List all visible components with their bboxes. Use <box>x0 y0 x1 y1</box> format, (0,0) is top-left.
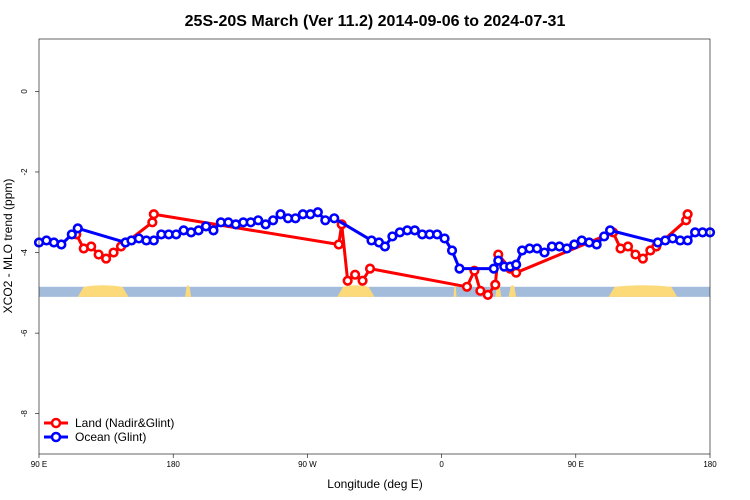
data-point <box>171 229 182 240</box>
data-point <box>312 207 323 218</box>
series-line <box>74 212 690 297</box>
data-point <box>539 247 550 258</box>
land-band-segment <box>608 285 678 297</box>
x-tick-label: 90 E <box>568 460 584 469</box>
data-point <box>320 215 331 226</box>
land-band-segment <box>185 285 192 297</box>
data-point <box>446 245 458 256</box>
data-point <box>599 231 610 242</box>
x-tick-label: 0 <box>439 460 444 469</box>
data-point <box>268 215 279 226</box>
land-band-segment <box>337 285 375 297</box>
data-point <box>482 289 493 300</box>
data-point <box>622 241 634 252</box>
x-tick-label: 90 E <box>31 460 47 469</box>
surface-type-band <box>39 285 710 297</box>
data-point <box>290 213 301 224</box>
data-point <box>561 243 572 254</box>
data-point <box>253 215 264 226</box>
data-point <box>387 231 398 242</box>
legend-label-ocean: Ocean (Glint) <box>75 430 146 444</box>
data-point <box>357 275 368 286</box>
data-point <box>379 241 391 252</box>
y-tick-label: -4 <box>20 248 29 256</box>
land-band-segment <box>453 285 457 297</box>
data-point <box>364 263 376 274</box>
chart-title: 25S-20S March (Ver 11.2) 2014-09-06 to 2… <box>185 13 566 30</box>
data-point <box>630 249 641 260</box>
data-point <box>329 213 340 224</box>
data-point <box>72 223 83 234</box>
legend: Land (Nadir&Glint) Ocean (Glint) <box>44 416 174 444</box>
data-point <box>148 235 159 246</box>
x-tick-label: 90 W <box>298 460 317 469</box>
data-point <box>409 225 420 236</box>
data-point <box>148 209 159 220</box>
data-point <box>490 279 501 290</box>
y-tick-label: -8 <box>20 410 29 418</box>
x-tick-label: 180 <box>167 460 181 469</box>
data-point <box>682 235 693 246</box>
legend-label-land: Land (Nadir&Glint) <box>75 416 174 430</box>
ocean-band <box>39 286 710 297</box>
data-point <box>260 219 271 230</box>
data-point <box>604 225 616 236</box>
data-point <box>569 239 580 250</box>
data-point <box>147 217 158 228</box>
data-point <box>86 241 97 252</box>
legend-marker-ocean <box>50 431 62 443</box>
data-point <box>208 225 219 236</box>
land-band-segment <box>508 285 517 297</box>
series-0 <box>71 209 693 300</box>
data-point <box>200 221 212 232</box>
data-point <box>342 275 353 286</box>
y-axis-label: XCO2 - MLO trend (ppm) <box>1 179 15 314</box>
data-point <box>591 239 602 250</box>
data-point <box>56 239 67 250</box>
series-1 <box>33 207 716 274</box>
land-band-segment <box>77 285 129 297</box>
data-point <box>493 255 504 266</box>
data-point <box>439 233 450 244</box>
data-point <box>333 239 344 250</box>
plot-frame <box>38 38 711 455</box>
data-point <box>108 247 119 258</box>
x-tick-label: 180 <box>703 460 717 469</box>
y-axis: 0 -2 -4 -6 -8 <box>20 89 39 418</box>
data-point <box>637 253 649 264</box>
data-point <box>193 225 204 236</box>
data-point <box>350 269 361 280</box>
y-tick-label: -6 <box>20 329 29 337</box>
x-axis-label: Longitude (deg E) <box>327 477 422 491</box>
data-point <box>93 249 104 260</box>
data-point <box>511 259 522 270</box>
data-point <box>682 209 693 220</box>
y-tick-label: 0 <box>20 89 29 94</box>
data-point <box>66 229 77 240</box>
data-point <box>488 263 499 274</box>
data-point <box>454 263 465 274</box>
series-layer <box>33 207 716 300</box>
data-point <box>461 281 473 292</box>
legend-marker-land <box>50 417 62 429</box>
data-point <box>475 285 486 296</box>
data-point <box>100 253 112 264</box>
data-point <box>531 243 543 254</box>
x-axis: 90 E 180 90 W 0 90 E 180 <box>31 454 717 469</box>
data-point <box>275 209 286 220</box>
y-tick-label: -2 <box>20 168 29 176</box>
data-point <box>432 229 443 240</box>
